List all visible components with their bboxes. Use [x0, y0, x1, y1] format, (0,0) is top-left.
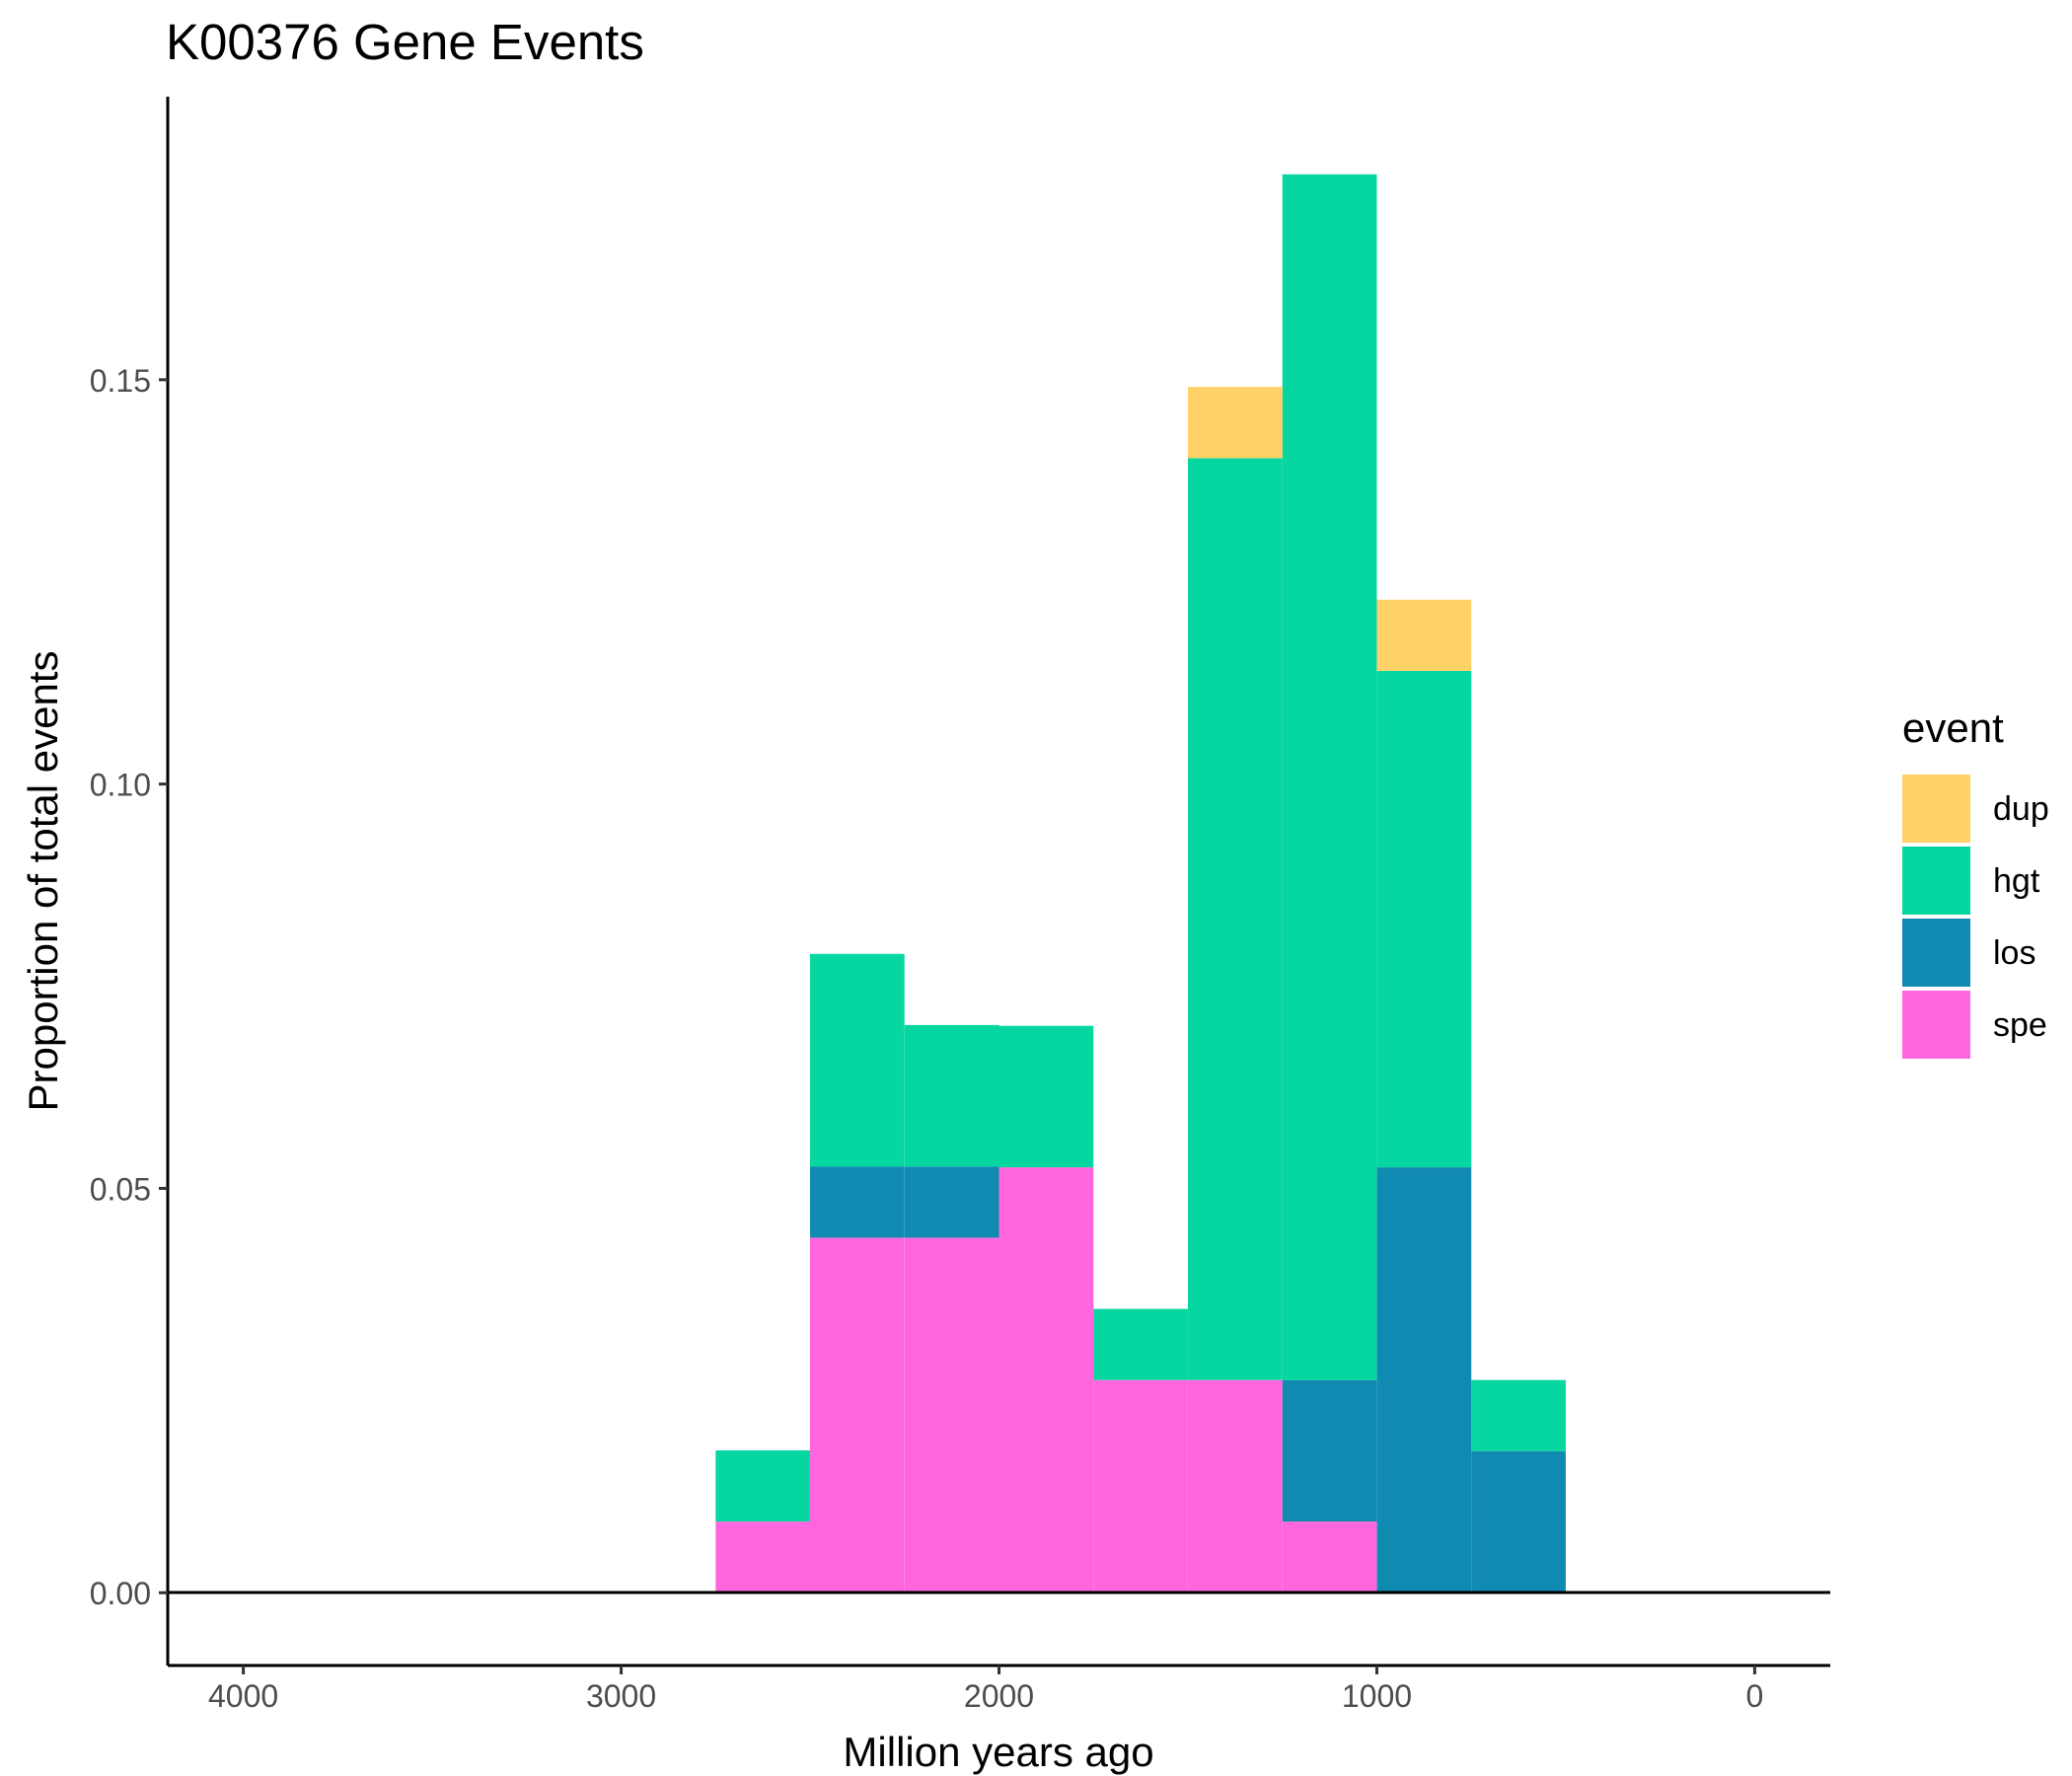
y-tick-label: 0.15 [90, 363, 151, 399]
legend-swatch-dup [1902, 775, 1970, 843]
bar-segment-los [1471, 1450, 1566, 1593]
legend-swatch-spe [1902, 991, 1970, 1059]
bar-segment-hgt [810, 953, 905, 1167]
bar-segment-dup [1188, 387, 1283, 459]
legend-entries: dup hgt los spe [1902, 775, 2049, 1059]
legend-label-los: los [1993, 934, 2035, 972]
x-tick-label: 0 [1746, 1678, 1764, 1714]
bar-segment-hgt [1093, 1308, 1188, 1380]
x-tick-label: 2000 [964, 1678, 1034, 1714]
bar-segment-hgt [999, 1025, 1094, 1168]
bar-segment-spe [715, 1521, 810, 1593]
bar-segment-hgt [1376, 670, 1472, 1168]
y-axis-ticks: 0.00 0.05 0.10 0.15 [90, 363, 168, 1611]
bars-layer [715, 174, 1566, 1593]
bar-segment-los [810, 1166, 905, 1238]
bar-segment-hgt [904, 1024, 999, 1167]
x-tick-label: 4000 [208, 1678, 278, 1714]
y-tick-label: 0.05 [90, 1171, 151, 1207]
x-tick-label: 3000 [586, 1678, 656, 1714]
bar-segment-dup [1376, 599, 1472, 671]
legend-label-dup: dup [1993, 790, 2049, 828]
bar-segment-los [1376, 1167, 1472, 1593]
legend-title: event [1902, 704, 2004, 751]
x-axis-ticks: 4000 3000 2000 1000 0 [208, 1665, 1763, 1714]
bar-segment-hgt [1282, 174, 1377, 1380]
x-tick-label: 1000 [1342, 1678, 1412, 1714]
bar-segment-hgt [1188, 458, 1283, 1380]
y-tick-label: 0.10 [90, 768, 151, 803]
bar-segment-spe [810, 1237, 905, 1593]
legend: event dup hgt los spe [1902, 704, 2049, 1059]
y-tick-label: 0.00 [90, 1576, 151, 1611]
bar-segment-spe [999, 1167, 1094, 1593]
bar-segment-hgt [715, 1450, 810, 1522]
y-axis-label: Proportion of total events [20, 651, 66, 1112]
bar-segment-spe [904, 1237, 999, 1593]
bar-segment-hgt [1471, 1379, 1566, 1451]
legend-swatch-los [1902, 919, 1970, 987]
bar-segment-spe [1093, 1379, 1188, 1593]
bar-segment-spe [1282, 1521, 1377, 1593]
bar-segment-spe [1188, 1379, 1283, 1593]
legend-label-hgt: hgt [1993, 862, 2040, 900]
chart-title: K00376 Gene Events [166, 14, 644, 70]
legend-label-spe: spe [1993, 1006, 2047, 1044]
bar-segment-los [1282, 1379, 1377, 1522]
bar-segment-los [904, 1166, 999, 1238]
legend-swatch-hgt [1902, 847, 1970, 915]
x-axis-label: Million years ago [843, 1729, 1153, 1775]
